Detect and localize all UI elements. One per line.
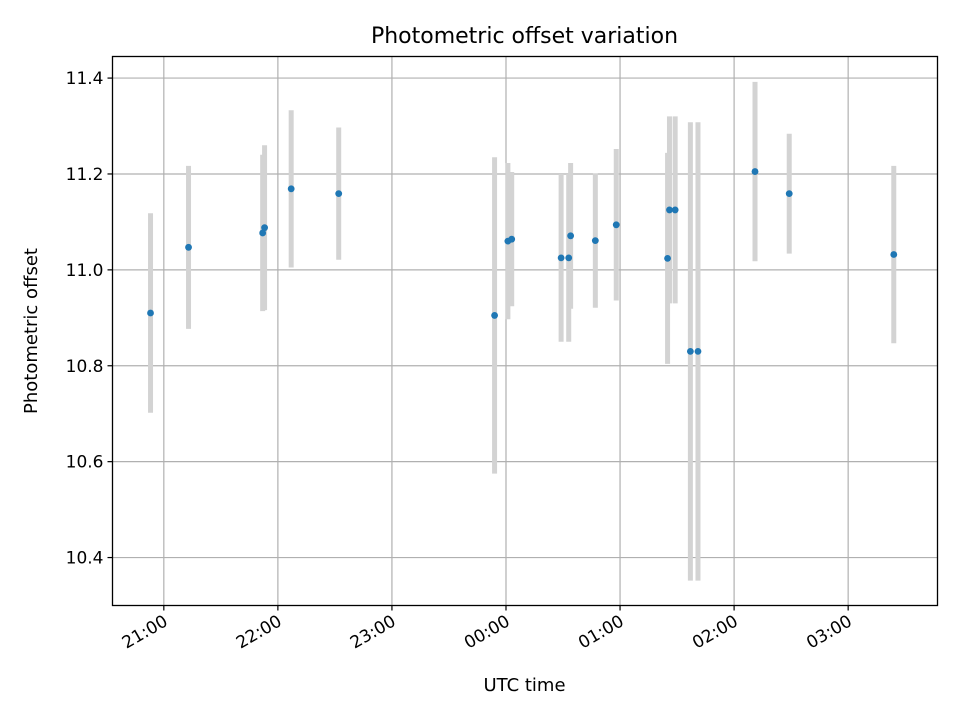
y-tick-label: 10.8: [66, 357, 104, 377]
data-point: [491, 312, 498, 319]
error-bars: [148, 81, 897, 581]
x-axis: 21:00 22:00 23:00 00:00 01:00 02:00 03:00: [119, 605, 856, 654]
data-point: [287, 185, 295, 193]
x-tick-label: 00:00: [461, 612, 513, 654]
data-point: [591, 237, 599, 245]
data-point: [890, 251, 898, 258]
y-tick-label: 11.4: [66, 69, 104, 89]
data-point: [694, 347, 702, 355]
plot-frame: [111, 55, 939, 607]
x-axis-label: UTC time: [483, 675, 565, 696]
grid: [112, 56, 938, 606]
data-point: [671, 206, 679, 214]
x-tick-label: 03:00: [803, 612, 855, 654]
y-tick-label: 11.2: [66, 165, 104, 185]
data-point: [751, 168, 759, 175]
x-tick-label: 22:00: [233, 612, 285, 654]
data-point: [335, 190, 343, 198]
y-tick-label: 10.4: [66, 549, 104, 569]
data-point: [686, 347, 694, 355]
data-point: [666, 206, 673, 214]
y-tick-label: 10.6: [66, 453, 104, 473]
data-point: [259, 229, 267, 237]
data-point: [261, 224, 268, 232]
y-tick-label: 11.0: [66, 261, 104, 281]
data-point: [785, 190, 793, 198]
x-tick-label: 02:00: [689, 612, 741, 654]
data-point: [565, 254, 573, 262]
y-axis: 10.4 10.6 10.8 11.0 11.2 11.4: [66, 69, 113, 569]
data-point: [612, 221, 620, 229]
x-tick-label: 23:00: [347, 612, 399, 654]
data-point: [664, 254, 671, 262]
data-point: [147, 309, 154, 317]
data-point: [508, 235, 516, 243]
data-point: [557, 254, 565, 262]
data-point: [185, 243, 192, 251]
y-axis-label: Photometric offset: [21, 248, 42, 414]
x-tick-label: 01:00: [575, 612, 627, 654]
x-tick-label: 21:00: [119, 612, 171, 654]
chart-title: Photometric offset variation: [371, 24, 678, 49]
data-point: [567, 232, 575, 240]
data-points: [147, 168, 898, 355]
